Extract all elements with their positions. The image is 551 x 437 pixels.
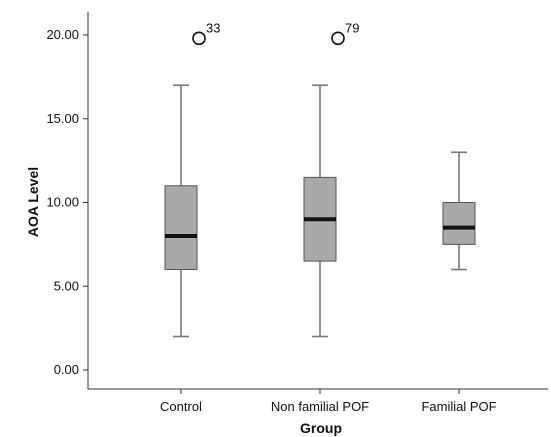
- outlier-label: 79: [345, 20, 359, 35]
- axes-group: 0.00 5.00 10.00 15.00 20.00 Control Non famili…: [46, 12, 548, 414]
- box-1: 33: [164, 20, 220, 338]
- x-category-label: Control: [160, 399, 202, 414]
- iqr-box: [442, 202, 476, 245]
- y-tick-label: 0.00: [54, 362, 79, 377]
- y-tick-label: 10.00: [46, 195, 79, 210]
- y-tick-label: 5.00: [54, 278, 79, 293]
- iqr-box: [164, 185, 198, 270]
- outlier-point: [192, 31, 206, 46]
- box-2: 79: [303, 20, 359, 338]
- outlier-point: [331, 31, 345, 46]
- outlier-label: 33: [206, 20, 220, 35]
- box-3: [442, 151, 476, 271]
- y-axis-title: AOA Level: [25, 167, 41, 237]
- x-category-label: Familial POF: [421, 399, 496, 414]
- y-tick-label: 15.00: [46, 111, 79, 126]
- x-category-label: Non familial POF: [271, 399, 369, 414]
- y-tick-label: 20.00: [46, 27, 79, 42]
- x-axis-title: Group: [300, 420, 342, 436]
- boxes-group: 33 79: [164, 20, 476, 338]
